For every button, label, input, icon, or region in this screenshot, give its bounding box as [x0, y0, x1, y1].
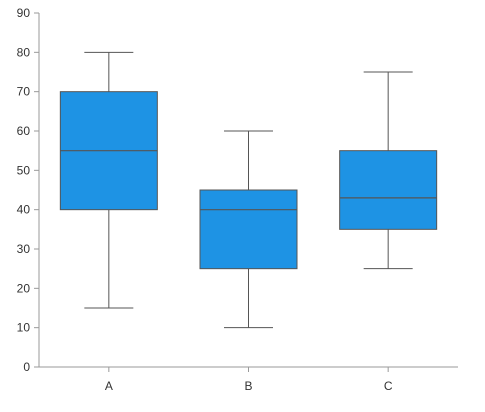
y-tick-label: 10 [17, 321, 31, 335]
x-tick-label: A [105, 379, 113, 393]
y-tick-label: 40 [17, 203, 31, 217]
y-tick-label: 50 [17, 163, 31, 177]
y-tick-label: 70 [17, 85, 31, 99]
x-tick-label: C [384, 379, 393, 393]
y-tick-label: 80 [17, 45, 31, 59]
box-C [339, 71, 438, 270]
y-tick-label: 30 [17, 242, 31, 256]
y-tick-label: 20 [17, 281, 31, 295]
axes: 0 10 20 30 40 50 60 70 80 90 A B C [17, 6, 458, 393]
boxes [59, 51, 438, 329]
box-A [59, 51, 158, 309]
y-tick-label: 60 [17, 124, 31, 138]
box-B [199, 130, 298, 329]
y-tick-label: 90 [17, 6, 31, 20]
iqr-box [199, 189, 298, 270]
x-tick-label: B [244, 379, 252, 393]
y-tick-label: 0 [23, 360, 30, 374]
iqr-box [339, 150, 438, 230]
